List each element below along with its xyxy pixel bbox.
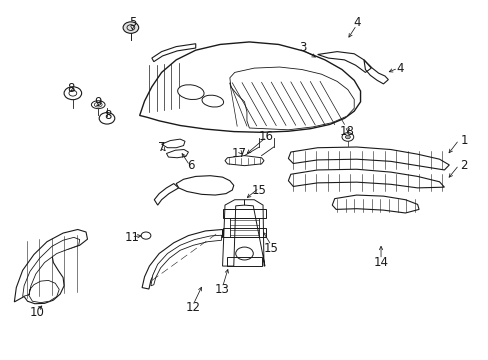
Text: 7: 7: [158, 141, 165, 154]
Text: 12: 12: [185, 301, 201, 314]
Text: 15: 15: [251, 184, 266, 197]
Polygon shape: [229, 67, 353, 130]
Text: 8: 8: [104, 109, 111, 122]
Polygon shape: [140, 42, 360, 132]
Polygon shape: [22, 237, 80, 303]
Polygon shape: [142, 229, 222, 289]
Circle shape: [345, 135, 349, 139]
Text: 13: 13: [215, 283, 229, 296]
Text: 10: 10: [30, 306, 44, 319]
Ellipse shape: [91, 101, 105, 109]
Text: 4: 4: [352, 16, 360, 29]
Circle shape: [123, 22, 139, 33]
Text: 14: 14: [373, 256, 388, 269]
Polygon shape: [154, 184, 178, 205]
Text: 15: 15: [264, 242, 278, 255]
Text: 8: 8: [67, 82, 75, 95]
Text: 4: 4: [396, 62, 404, 75]
Text: 11: 11: [124, 231, 140, 244]
Ellipse shape: [177, 85, 203, 99]
Text: 3: 3: [299, 41, 306, 54]
Polygon shape: [176, 176, 233, 195]
Ellipse shape: [94, 102, 102, 107]
Text: 2: 2: [459, 159, 467, 172]
Polygon shape: [222, 200, 244, 266]
Text: 1: 1: [459, 134, 467, 147]
Text: 16: 16: [259, 130, 273, 144]
Ellipse shape: [202, 95, 223, 107]
Text: 18: 18: [339, 125, 354, 138]
Circle shape: [341, 133, 353, 141]
Polygon shape: [331, 195, 418, 213]
Polygon shape: [151, 235, 221, 286]
Text: 9: 9: [94, 96, 102, 109]
Text: 6: 6: [187, 159, 194, 172]
Polygon shape: [14, 229, 87, 304]
Polygon shape: [244, 200, 264, 266]
Polygon shape: [288, 147, 448, 170]
Text: 5: 5: [128, 16, 136, 29]
Text: 17: 17: [232, 147, 246, 159]
Polygon shape: [288, 169, 444, 188]
